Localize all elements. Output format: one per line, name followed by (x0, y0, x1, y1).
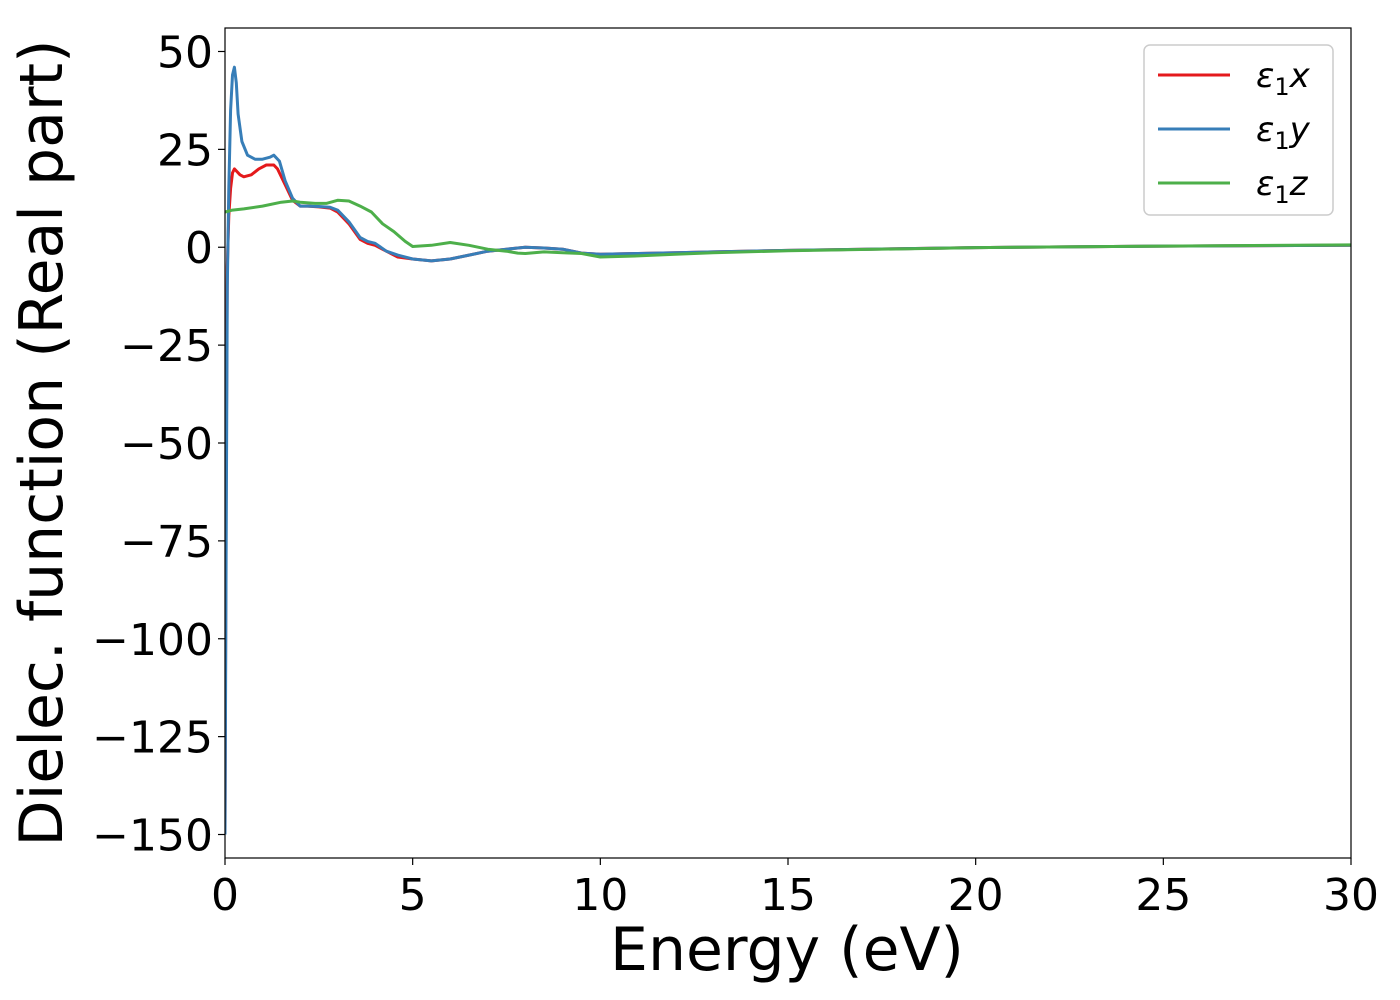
y-tick-label: 0 (185, 223, 213, 274)
y-tick-label: −150 (92, 811, 213, 862)
y-tick-label: −100 (92, 615, 213, 666)
x-tick-label: 15 (760, 870, 816, 921)
x-tick-label: 20 (948, 870, 1004, 921)
x-tick-label: 0 (211, 870, 239, 921)
legend-label-z: ε1z (1256, 164, 1309, 209)
series-line-z (225, 198, 1351, 259)
legend-label-y: ε1y (1256, 110, 1311, 155)
series-layer (225, 65, 1351, 835)
y-tick-label: −125 (92, 713, 213, 764)
y-tick-label: −25 (120, 321, 213, 372)
y-tick-label: 50 (157, 27, 213, 78)
y-tick-label: 25 (157, 125, 213, 176)
legend: ε1x ε1y ε1z (1143, 44, 1334, 216)
x-tick-label: 5 (399, 870, 427, 921)
y-axis-label: Dielec. function (Real part) (7, 40, 77, 847)
x-axis-label: Energy (eV) (610, 915, 964, 985)
x-tick-label: 10 (572, 870, 628, 921)
x-tick-label: 30 (1323, 870, 1379, 921)
legend-label-x: ε1x (1256, 56, 1311, 101)
y-tick-label: −75 (120, 517, 213, 568)
legend-box (1143, 44, 1334, 216)
y-tick-label: −50 (120, 419, 213, 470)
x-tick-label: 25 (1135, 870, 1191, 921)
axes-layer: 0 5 10 15 20 25 30 50 25 0 −25 −50 −75 −100 −125 −150 (92, 27, 1379, 921)
